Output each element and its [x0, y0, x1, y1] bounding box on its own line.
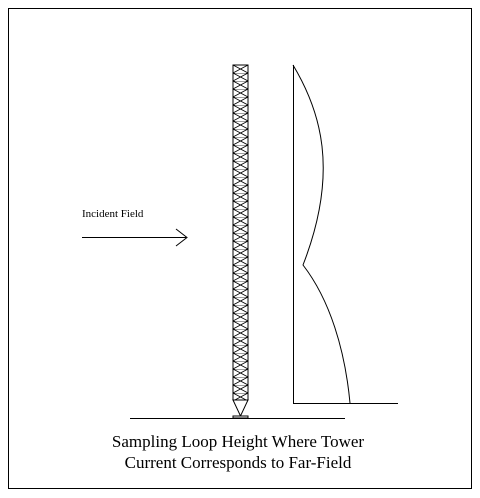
caption-line: Current Corresponds to Far-Field — [125, 453, 352, 472]
incident-label: Incident Field — [82, 208, 144, 220]
current-curve — [292, 64, 351, 404]
tower — [232, 64, 249, 401]
tower-base-insulator — [232, 399, 249, 418]
caption-line: Sampling Loop Height Where Tower — [112, 432, 365, 451]
arrow-head — [175, 228, 188, 247]
base-plate — [232, 415, 249, 419]
